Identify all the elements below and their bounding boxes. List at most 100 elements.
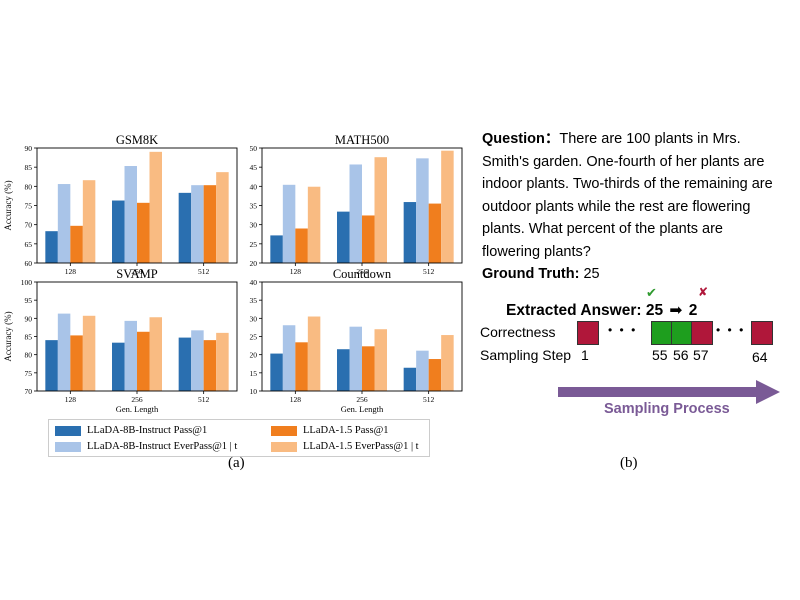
bar [428, 203, 442, 263]
y-tick-label: 95 [25, 296, 33, 305]
bar [191, 330, 204, 391]
y-tick-label: 10 [250, 387, 258, 396]
bar [428, 359, 442, 391]
y-tick-label: 100 [21, 278, 33, 287]
bar [45, 231, 58, 263]
sampling-process-label: Sampling Process [604, 401, 730, 417]
chart-legend: LLaDA-8B-Instruct Pass@1 LLaDA-1.5 Pass@… [48, 419, 430, 457]
bar [137, 331, 150, 391]
extracted-answer-second: 2 [688, 302, 698, 319]
legend-swatch [271, 425, 297, 436]
legend-swatch [55, 425, 81, 436]
question-line: plants. What percent of the plants are [482, 221, 723, 237]
step-box-wrong [691, 321, 713, 345]
extracted-answer: Extracted Answer: 25 ➡ 2 [506, 301, 697, 320]
plot-frame [261, 147, 463, 264]
chart-title: GSM8K [116, 133, 158, 147]
x-tick-label: 128 [65, 267, 77, 276]
bar [416, 350, 429, 391]
bar [362, 215, 375, 263]
legend-item: LLaDA-1.5 EverPass@1 | t [271, 441, 419, 452]
arrow-head [756, 380, 780, 404]
ground-truth: Ground Truth: 25 [482, 263, 600, 286]
y-tick-label: 85 [25, 163, 33, 172]
extracted-answer-label: Extracted Answer: [506, 302, 642, 319]
x-tick-label: 256 [131, 267, 143, 276]
bar [295, 228, 308, 263]
bar [374, 329, 387, 391]
bar [149, 317, 162, 391]
legend-item: LLaDA-8B-Instruct Pass@1 [55, 425, 207, 436]
bar [270, 353, 283, 391]
chart-title: Countdown [333, 267, 392, 281]
step-number: 56 [673, 347, 689, 363]
plot-frame [36, 147, 238, 264]
y-tick-label: 35 [250, 202, 258, 211]
y-tick-label: 65 [25, 240, 33, 249]
plot-frame [36, 281, 238, 392]
step-number: 64 [752, 349, 768, 365]
bar [178, 192, 192, 263]
x-tick-label: 256 [131, 395, 143, 404]
check-icon: ✔ [646, 285, 657, 300]
y-tick-label: 50 [250, 144, 258, 153]
plot-frame [261, 281, 463, 392]
bar [137, 202, 150, 263]
correctness-label: Correctness [480, 324, 556, 340]
chart-title: SVAMP [116, 267, 158, 281]
step-box-wrong [577, 321, 599, 345]
y-tick-label: 75 [25, 369, 33, 378]
bar [112, 200, 125, 263]
x-axis-label: Gen. Length [341, 404, 384, 414]
extracted-answer-first: 25 [645, 302, 664, 319]
bar [70, 335, 83, 391]
bar [82, 315, 96, 391]
question-line: indoor plants. Two-thirds of the remaini… [482, 176, 773, 192]
caption-a: (a) [228, 455, 245, 471]
sampling-step-label: Sampling Step [480, 347, 572, 363]
bar [203, 185, 217, 263]
bar [149, 151, 162, 263]
step-box-correct [651, 321, 673, 345]
step-number: 57 [693, 347, 709, 363]
y-tick-label: 15 [250, 369, 258, 378]
legend-label: LLaDA-1.5 EverPass@1 | t [303, 441, 419, 452]
legend-swatch [55, 441, 81, 452]
legend-label: LLaDA-8B-Instruct Pass@1 [87, 425, 208, 436]
bar [57, 313, 71, 391]
y-tick-label: 40 [250, 182, 258, 191]
y-tick-label: 25 [250, 240, 258, 249]
step-number: 55 [652, 347, 668, 363]
bar [216, 332, 229, 391]
bar [295, 342, 308, 391]
bar [416, 158, 429, 263]
x-tick-label: 512 [423, 267, 435, 276]
y-tick-label: 90 [25, 314, 33, 323]
bar-charts-panel: 60 65 70 75 80 85 90 128 256 512 GSM8K Accuracy (%)… [3, 133, 463, 414]
cross-icon: ✘ [698, 285, 709, 299]
question-line: outdoor plants while the rest are flower… [482, 198, 751, 215]
step-box-wrong [751, 321, 773, 345]
bar [124, 320, 137, 391]
x-axis-label: Gen. Length [116, 404, 159, 414]
x-tick-label: 256 [356, 267, 368, 276]
x-tick-label: 128 [65, 395, 77, 404]
legend-swatch [271, 441, 297, 452]
y-tick-label: 30 [250, 314, 258, 323]
bar [270, 235, 283, 263]
bar [441, 150, 454, 263]
bar [403, 367, 417, 391]
y-tick-label: 20 [250, 259, 258, 268]
y-tick-label: 80 [25, 182, 33, 191]
bar [82, 180, 96, 263]
ellipsis-dots: • • • [716, 323, 746, 337]
x-tick-label: 512 [423, 395, 435, 404]
bar [112, 342, 125, 391]
bar [57, 184, 71, 263]
bar [362, 346, 375, 391]
bar [203, 340, 217, 391]
bar [282, 184, 296, 263]
legend-label: LLaDA-8B-Instruct EverPass@1 | t [87, 441, 238, 452]
bar [374, 157, 387, 263]
bar [337, 211, 350, 263]
